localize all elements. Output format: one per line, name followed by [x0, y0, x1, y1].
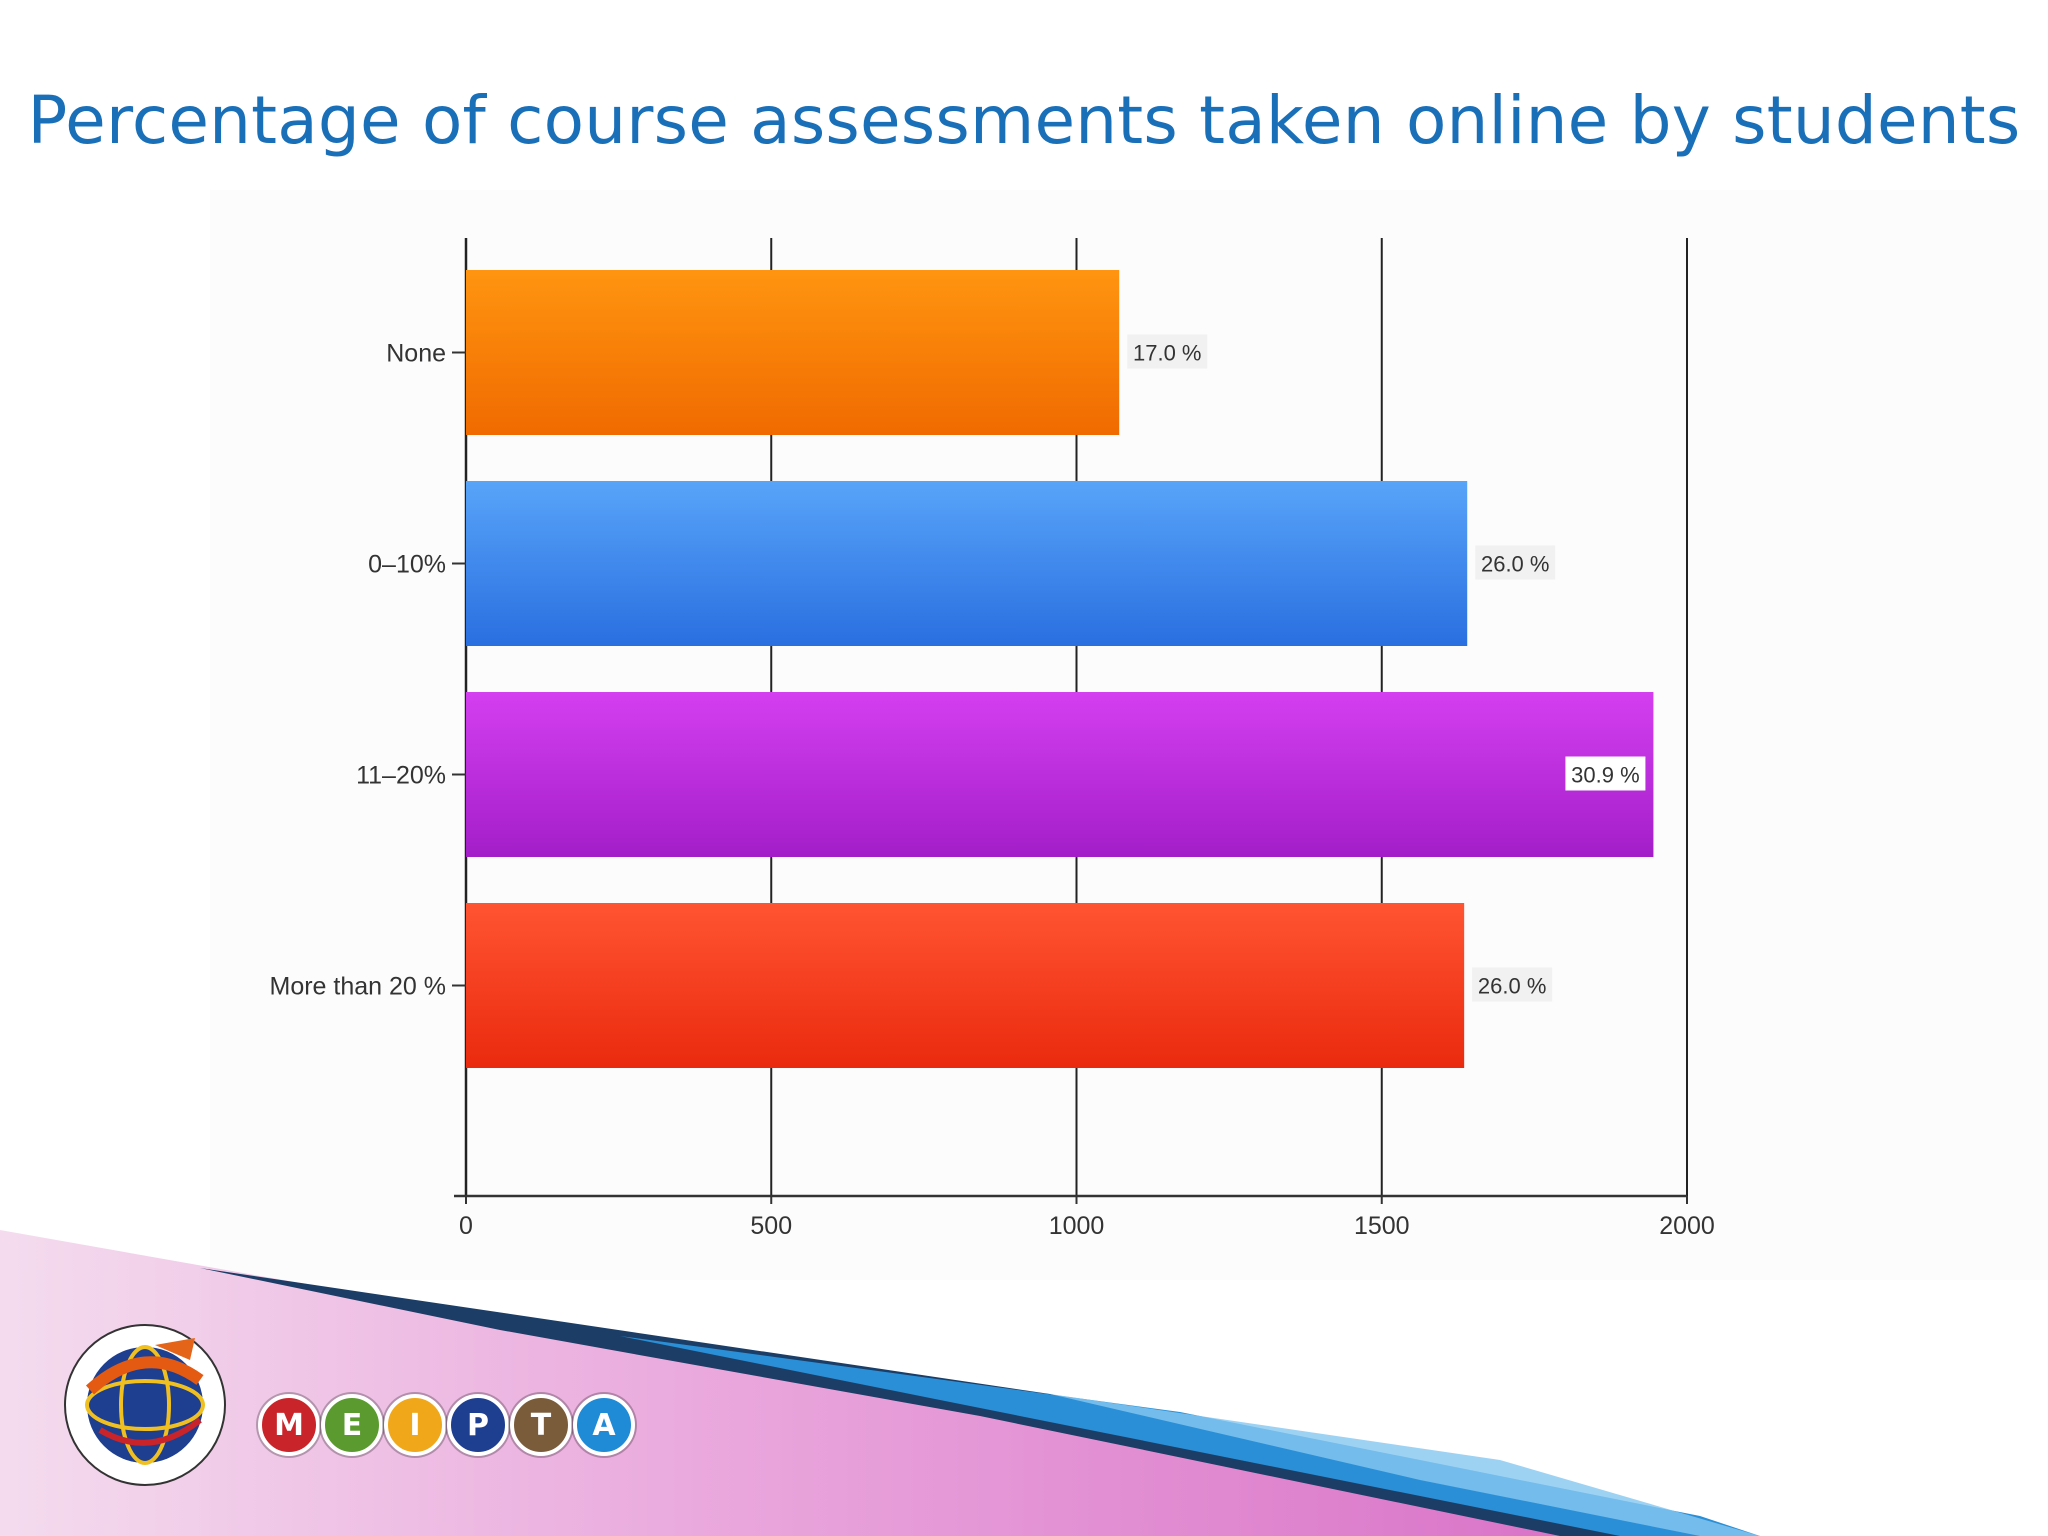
data-label: 26.0 %: [1481, 552, 1550, 577]
data-label-box: [1127, 334, 1208, 369]
category-label: 0–10%: [368, 551, 446, 579]
data-label: 26.0 %: [1478, 974, 1547, 999]
data-label: 17.0 %: [1133, 341, 1202, 366]
chart-panel: 0 500 1000 1500 2000 None 17.0 % 0–10% 26.0 % 11–…: [210, 190, 2048, 1280]
logo-letter-badge: P: [447, 1394, 509, 1456]
logo-letter-badge: T: [510, 1394, 572, 1456]
bar: [466, 481, 1468, 646]
footer-decoration: [0, 1230, 1760, 1536]
bar: [466, 692, 1654, 857]
data-label-box: [1472, 967, 1553, 1002]
logo-letter-badge: M: [258, 1394, 320, 1456]
category-label: More than 20 %: [270, 973, 447, 1001]
logo-letter-badge: I: [384, 1394, 446, 1456]
bar-chart: 0 500 1000 1500 2000 None 17.0 % 0–10% 26.0 % 11–…: [270, 238, 1715, 1240]
category-label: 11–20%: [356, 762, 446, 790]
category-label: None: [386, 340, 446, 368]
x-tick-label: 1500: [1354, 1212, 1410, 1240]
x-tick-label: 1000: [1049, 1212, 1105, 1240]
footer-light-stripe: [1050, 1394, 1760, 1536]
slide-title: Percentage of course assessments taken o…: [27, 82, 2021, 159]
logo-letter-badge: E: [321, 1394, 383, 1456]
logo-letter-badge: A: [573, 1394, 635, 1456]
data-label-box: [1475, 545, 1556, 580]
data-label-box: [1565, 756, 1646, 791]
bar: [466, 903, 1465, 1068]
data-label: 30.9 %: [1571, 763, 1640, 788]
bar: [466, 270, 1120, 435]
ministry-seal-icon: [64, 1324, 226, 1486]
x-tick-label: 2000: [1659, 1212, 1715, 1240]
x-tick-label: 0: [459, 1212, 473, 1240]
x-tick-label: 500: [750, 1212, 792, 1240]
